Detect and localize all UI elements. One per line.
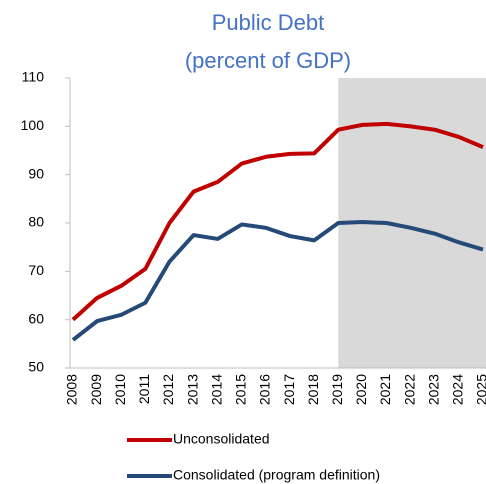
x-tick-label: 2015	[233, 374, 249, 405]
legend-label: Unconsolidated	[173, 431, 270, 447]
x-tick-label: 2018	[305, 374, 321, 405]
x-tick-label: 2016	[257, 374, 273, 405]
x-tick-label: 2025	[474, 374, 486, 405]
line-series	[71, 220, 484, 342]
chart-title: Public Debt	[212, 10, 325, 35]
x-tick-label: 2022	[401, 374, 417, 405]
y-tick-label: 50	[28, 359, 44, 375]
x-tick-label: 2013	[184, 374, 200, 405]
x-tick-label: 2009	[88, 374, 104, 405]
y-tick-label: 90	[28, 165, 44, 181]
x-tick-label: 2012	[160, 374, 176, 405]
x-tick-label: 2011	[136, 374, 152, 404]
x-tick-label: 2008	[64, 374, 80, 405]
y-tick-label: 100	[21, 117, 45, 133]
x-tick-label: 2023	[425, 374, 441, 405]
y-tick-label: 70	[28, 262, 44, 278]
x-tick-label: 2024	[450, 374, 466, 405]
x-tick-label: 2017	[281, 374, 297, 405]
y-tick-label: 60	[28, 310, 44, 326]
line-series	[71, 121, 484, 322]
x-tick-label: 2014	[208, 374, 224, 405]
legend-label: Consolidated (program definition)	[173, 467, 380, 483]
x-tick-label: 2019	[329, 374, 345, 405]
y-tick-label: 80	[28, 214, 44, 230]
x-tick-label: 2021	[377, 374, 393, 405]
chart-subtitle: (percent of GDP)	[185, 48, 351, 73]
x-tick-label: 2020	[353, 374, 369, 405]
x-tick-label: 2010	[112, 374, 128, 405]
y-tick-label: 110	[22, 69, 45, 85]
